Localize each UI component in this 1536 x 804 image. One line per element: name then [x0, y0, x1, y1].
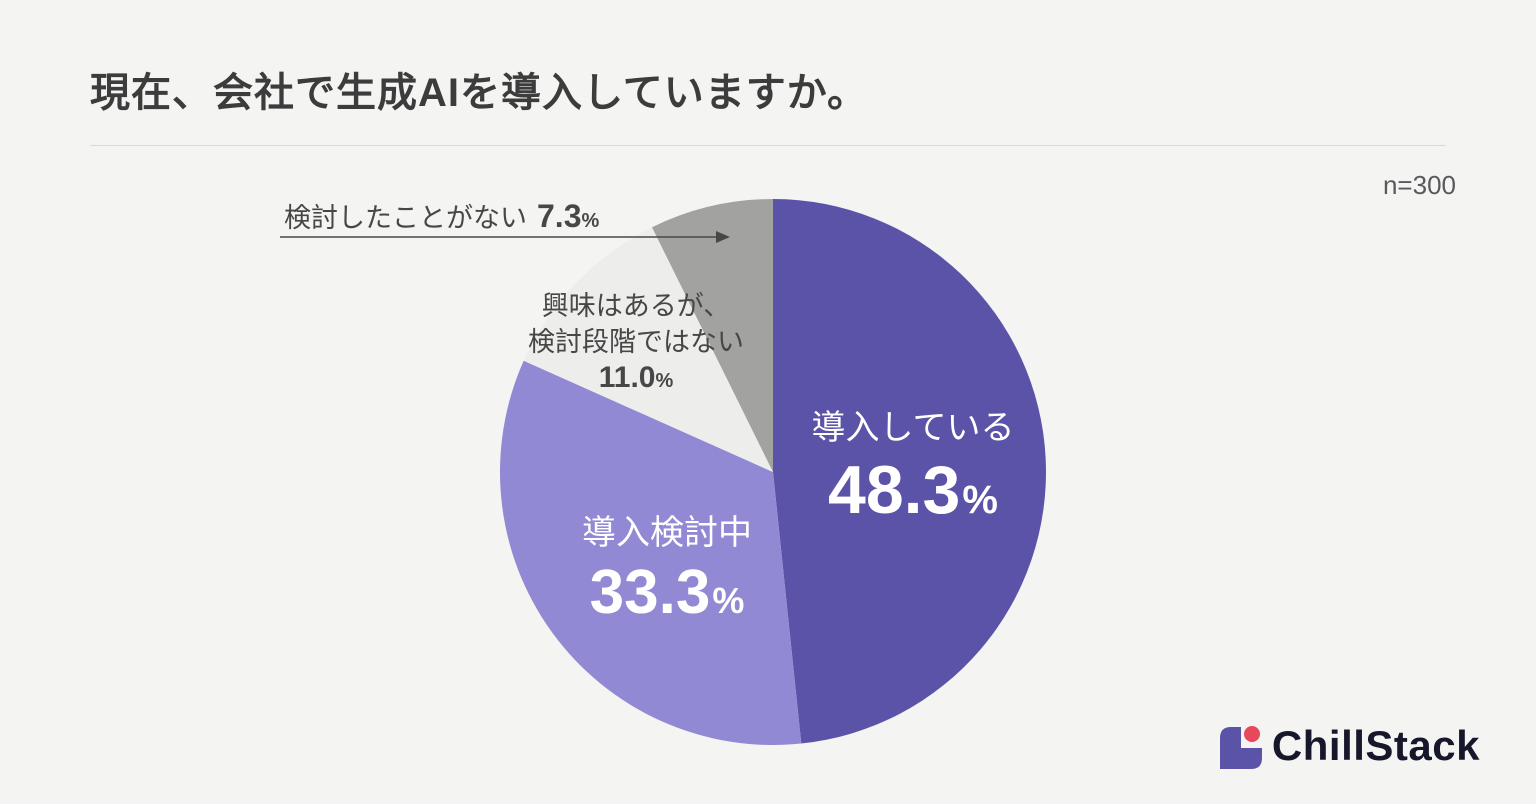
slice-value: 11.0% — [528, 360, 744, 399]
pie-slice-2 — [500, 360, 802, 745]
slice-label-interested-not-considering: 興味はあるが、 検討段階ではない 11.0% — [528, 288, 744, 399]
slice-name: 導入検討中 — [582, 514, 752, 552]
slice-value-unit: % — [581, 210, 600, 232]
slice-value-number: 7.3 — [537, 198, 582, 234]
slice-value: 48.3% — [812, 452, 1015, 528]
slice-name-line2: 検討段階ではない — [528, 327, 744, 357]
slice-value-unit: % — [655, 370, 674, 392]
pie-slice-4 — [652, 199, 773, 472]
callout-arrowhead — [716, 231, 730, 243]
slice-name-line1: 興味はあるが、 — [541, 291, 731, 321]
sample-size-label: n=300 — [1382, 170, 1456, 200]
slice-label-considering: 導入検討中 33.3% — [582, 505, 752, 625]
callout-leader-line — [280, 231, 730, 243]
pie-slice-1 — [773, 199, 1046, 744]
pie-slice-3 — [523, 227, 773, 472]
page-title: 現在、会社で生成AIを導入していますか。 — [90, 71, 868, 115]
slice-value-number: 48.3 — [828, 452, 961, 528]
slice-label-never-considered: 検討したことがない 7.3% — [284, 196, 599, 235]
slice-value-unit: % — [712, 580, 745, 621]
slice-value-number: 33.3 — [589, 558, 711, 627]
brand-name: ChillStack — [1271, 722, 1480, 769]
pie-chart-svg — [500, 199, 1046, 745]
slice-value: 33.3% — [582, 560, 752, 625]
title-divider — [90, 145, 1446, 146]
slice-name: 導入している — [811, 409, 1015, 447]
slice-label-adopted: 導入している 48.3% — [812, 400, 1015, 526]
slice-value-number: 11.0 — [598, 361, 656, 394]
slice-name: 検討したことがない — [284, 203, 527, 233]
slice-value-unit: % — [962, 478, 998, 522]
chillstack-logo-icon — [1219, 726, 1262, 769]
brand-logo: ChillStack — [1216, 722, 1480, 770]
